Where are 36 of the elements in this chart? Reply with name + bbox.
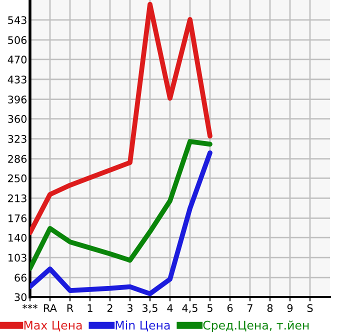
y-tick-label: 66 (14, 274, 27, 282)
x-tick-label: R (67, 304, 74, 312)
y-tick-label: 360 (8, 115, 27, 123)
line-series (30, 2, 212, 236)
y-tick-label: 286 (8, 154, 27, 163)
x-tick-label: 1 (88, 304, 92, 312)
legend-label: Сред.Цена, т.йен (203, 320, 309, 332)
x-tick-label: 9 (287, 304, 293, 312)
x-tick-label: *** (22, 304, 38, 309)
y-tick-label: 250 (8, 174, 27, 182)
y-tick-label: 470 (8, 56, 27, 64)
y-tick-label: 140 (8, 234, 27, 242)
x-tick-label: S (307, 304, 313, 312)
x-tick-label: 3 (127, 304, 132, 312)
x-tick-label: 5 (207, 304, 212, 312)
x-tick-label: 4,5 (182, 304, 198, 314)
y-tick-label: 433 (8, 76, 26, 84)
x-tick-label: 3,5 (142, 304, 158, 314)
x-tick-label: 4 (167, 304, 173, 312)
y-tick-label: 323 (8, 135, 26, 143)
y-tick-label: 103 (8, 254, 26, 262)
y-tick-label: 543 (8, 16, 26, 24)
y-tick-label: 30 (14, 293, 27, 302)
x-tick-label: 8 (267, 304, 273, 312)
y-tick-label: 396 (8, 96, 27, 104)
y-tick-label: 506 (8, 36, 27, 44)
x-tick-label: 7 (248, 304, 252, 312)
y-tick-label: 213 (8, 194, 26, 202)
legend-label: Min Цена (116, 320, 170, 332)
x-tick-label: 2 (107, 304, 112, 312)
line-series (30, 150, 212, 296)
x-tick-label: 6 (227, 304, 233, 312)
y-tick-label: 176 (8, 214, 27, 222)
x-tick-label: RA (44, 304, 57, 312)
line-series (30, 139, 212, 271)
legend-label: Max Цена (24, 320, 82, 332)
